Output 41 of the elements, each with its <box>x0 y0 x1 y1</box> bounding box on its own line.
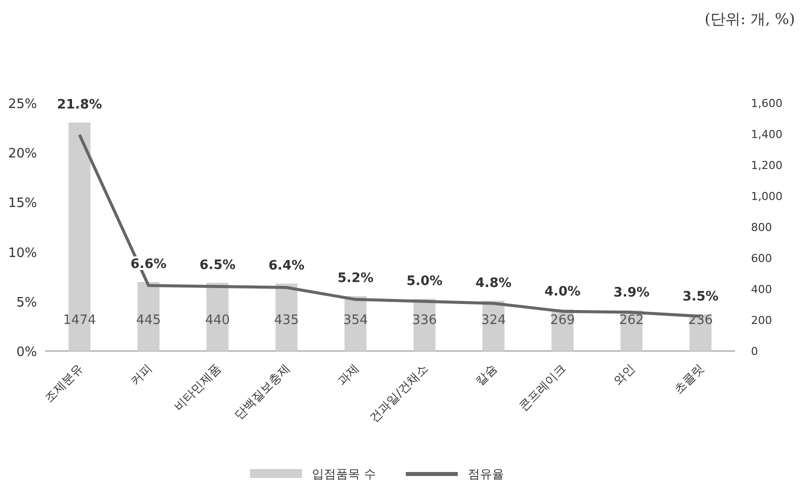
data-label: 262 <box>619 313 644 328</box>
data-label: 6.5% <box>199 258 236 273</box>
data-label: 354 <box>343 313 368 328</box>
data-label: 435 <box>274 313 299 328</box>
bar <box>138 282 160 351</box>
data-label: 4.0% <box>544 284 581 300</box>
y2-tick-label: 600 <box>751 252 772 265</box>
y2-tick-label: 800 <box>751 221 772 234</box>
legend-label: 점유율 <box>468 467 504 481</box>
y2-tick-label: 1,600 <box>751 97 782 110</box>
data-label: 445 <box>136 313 161 328</box>
x-tick-label: 칼슘 <box>472 361 500 388</box>
y2-tick-label: 400 <box>751 283 772 296</box>
y2-tick-label: 200 <box>751 314 772 327</box>
y-tick-label: 5% <box>16 295 37 310</box>
y2-tick-label: 1,400 <box>751 128 782 141</box>
data-label: 3.9% <box>613 285 650 300</box>
data-label: 440 <box>205 313 230 328</box>
y-tick-label: 20% <box>8 146 37 162</box>
data-label: 324 <box>481 313 506 328</box>
x-tick-label: 과제 <box>334 361 362 388</box>
data-label: 5.0% <box>406 274 443 289</box>
data-label: 1474 <box>62 313 96 328</box>
data-label: 6.4% <box>268 258 305 274</box>
data-label: 336 <box>412 313 437 328</box>
data-label: 5.2% <box>337 271 374 286</box>
y2-tick-label: 1,000 <box>751 190 782 203</box>
legend-label: 입점품목 수 <box>312 467 376 481</box>
y-tick-label: 0% <box>16 345 37 360</box>
y2-tick-label: 0 <box>751 345 758 358</box>
data-label: 3.5% <box>682 289 719 304</box>
y-tick-label: 15% <box>8 196 37 212</box>
x-tick-label: 커피 <box>128 361 155 388</box>
data-label: 21.8% <box>56 98 102 113</box>
y2-tick-label: 1,200 <box>751 159 782 172</box>
data-label: 269 <box>550 313 575 328</box>
x-tick-label: 와인 <box>610 361 638 388</box>
text: (단위: 개, %) <box>704 10 795 28</box>
data-label: 4.8% <box>475 276 512 291</box>
y-tick-label: 25% <box>8 97 37 112</box>
y-tick-label: 10% <box>8 246 37 261</box>
